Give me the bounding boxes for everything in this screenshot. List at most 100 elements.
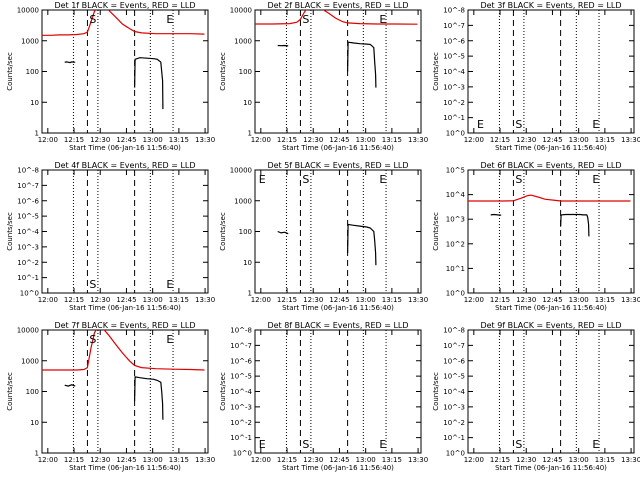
end-marker-label: E <box>477 118 484 131</box>
x-tick-label: 12:15 <box>277 136 297 144</box>
x-tick-label: 13:15 <box>169 296 189 304</box>
x-tick-label: 12:15 <box>277 296 297 304</box>
y-tick-label: 10^-3 <box>17 243 39 251</box>
panel-title: Det 8f BLACK = Events, RED = LLD <box>267 321 408 330</box>
plot-frame <box>254 169 422 294</box>
x-tick-label: 12:45 <box>542 296 562 304</box>
x-tick-label: 12:15 <box>64 136 84 144</box>
y-tick-label: 10^-7 <box>230 342 252 350</box>
y-tick-label: 10^5 <box>446 167 465 175</box>
detector-panel: Det 6f BLACK = Events, RED = LLD 12:00 12:… <box>432 161 640 312</box>
detector-panel: Det 8f BLACK = Events, RED = LLD 12:00 12:… <box>219 321 428 472</box>
detector-panel: Det 1f BLACK = Events, RED = LLD 12:00 12:… <box>6 1 215 152</box>
x-axis-label: Start Time (06-Jan-16 11:56:40) <box>495 464 607 472</box>
lld-series-line <box>42 330 205 371</box>
x-tick-label: 12:45 <box>116 136 136 144</box>
y-tick-label: 10^-8 <box>17 167 39 175</box>
x-tick-label: 12:00 <box>464 456 484 464</box>
x-tick-label: 12:30 <box>303 296 323 304</box>
y-tick-label: 10000 <box>17 327 39 335</box>
events-series-line <box>347 223 377 266</box>
plot-frame <box>41 169 209 294</box>
end-marker-label: E <box>592 118 599 131</box>
x-tick-label: 12:30 <box>516 456 536 464</box>
y-tick-label: 10^-8 <box>443 327 465 335</box>
detector-panel: Det 4f BLACK = Events, RED = LLD 12:00 12:… <box>6 161 215 312</box>
end-marker-label: E <box>592 173 599 186</box>
y-tick-label: 10^-4 <box>443 68 465 76</box>
y-tick-label: 10^-3 <box>230 403 252 411</box>
end-marker-label: E <box>379 173 386 186</box>
y-tick-label: 1 <box>35 450 39 458</box>
x-tick-label: 13:30 <box>195 136 215 144</box>
y-axis-label: Counts/sec <box>219 212 227 251</box>
y-tick-label: 10^-1 <box>17 274 39 282</box>
y-tick-label: 10^-2 <box>17 259 39 267</box>
lld-series-line <box>468 194 631 202</box>
x-tick-label: 13:30 <box>408 456 428 464</box>
y-tick-label: 100 <box>239 228 252 236</box>
start-marker-label: S <box>89 333 96 346</box>
lld-series-line <box>42 10 205 36</box>
x-tick-label: 12:00 <box>464 296 484 304</box>
x-tick-label: 12:00 <box>38 456 58 464</box>
y-tick-label: 10^3 <box>446 216 465 224</box>
x-axis-label: Start Time (06-Jan-16 11:56:40) <box>69 144 181 152</box>
end-marker-label: E <box>592 438 599 451</box>
panel-title: Det 3f BLACK = Events, RED = LLD <box>480 1 621 10</box>
x-axis-label: Start Time (06-Jan-16 11:56:40) <box>69 464 181 472</box>
x-tick-label: 12:45 <box>329 296 349 304</box>
y-tick-label: 10 <box>30 419 39 427</box>
x-tick-label: 13:00 <box>356 296 376 304</box>
y-tick-label: 10^-5 <box>443 53 465 61</box>
end-marker-label: E <box>259 173 266 186</box>
start-marker-label: S <box>302 438 309 451</box>
x-tick-label: 12:45 <box>116 456 136 464</box>
y-tick-label: 10^4 <box>446 191 466 199</box>
plot-frame <box>467 169 635 294</box>
events-series-line <box>347 41 377 88</box>
end-marker-label: E <box>166 13 173 26</box>
panel-title: Det 7f BLACK = Events, RED = LLD <box>54 321 195 330</box>
x-tick-label: 12:00 <box>251 456 271 464</box>
y-tick-label: 10^-2 <box>230 419 252 427</box>
y-tick-label: 1 <box>248 290 252 298</box>
events-series-line <box>64 384 76 387</box>
start-marker-label: S <box>89 278 96 291</box>
events-series-line <box>490 213 502 216</box>
x-tick-label: 12:15 <box>64 456 84 464</box>
y-tick-label: 10^-7 <box>17 182 39 190</box>
x-tick-label: 13:15 <box>382 456 402 464</box>
x-tick-label: 12:30 <box>90 296 110 304</box>
y-tick-label: 1000 <box>21 37 39 45</box>
y-tick-label: 1000 <box>234 197 252 205</box>
detector-panel: Det 3f BLACK = Events, RED = LLD 12:00 12:… <box>432 1 640 152</box>
panel-title: Det 6f BLACK = Events, RED = LLD <box>480 161 621 170</box>
y-tick-label: 10^0 <box>446 290 465 298</box>
y-tick-label: 10^0 <box>233 450 252 458</box>
x-tick-label: 13:00 <box>569 456 589 464</box>
y-axis-label: Counts/sec <box>219 52 227 91</box>
y-axis-label: Counts/sec <box>432 372 440 411</box>
x-tick-label: 13:00 <box>143 456 163 464</box>
y-axis-label: Counts/sec <box>432 212 440 251</box>
x-tick-label: 12:45 <box>542 456 562 464</box>
start-marker-label: S <box>515 438 522 451</box>
plot-frame <box>467 329 635 454</box>
y-tick-label: 1 <box>248 130 252 138</box>
end-marker-label: E <box>166 333 173 346</box>
y-tick-label: 10000 <box>17 7 39 15</box>
start-marker-label: S <box>515 118 522 131</box>
x-tick-label: 12:30 <box>303 456 323 464</box>
detector-panel: Det 7f BLACK = Events, RED = LLD 12:00 12:… <box>6 321 215 472</box>
y-tick-label: 10^0 <box>446 450 465 458</box>
x-axis-label: Start Time (06-Jan-16 11:56:40) <box>282 304 394 312</box>
y-axis-label: Counts/sec <box>6 52 14 91</box>
y-tick-label: 10^-2 <box>443 419 465 427</box>
y-tick-label: 10^-4 <box>17 228 39 236</box>
y-tick-label: 10^-7 <box>443 342 465 350</box>
y-tick-label: 10^-1 <box>443 434 465 442</box>
end-marker-label: E <box>379 438 386 451</box>
events-series-line <box>277 230 289 235</box>
